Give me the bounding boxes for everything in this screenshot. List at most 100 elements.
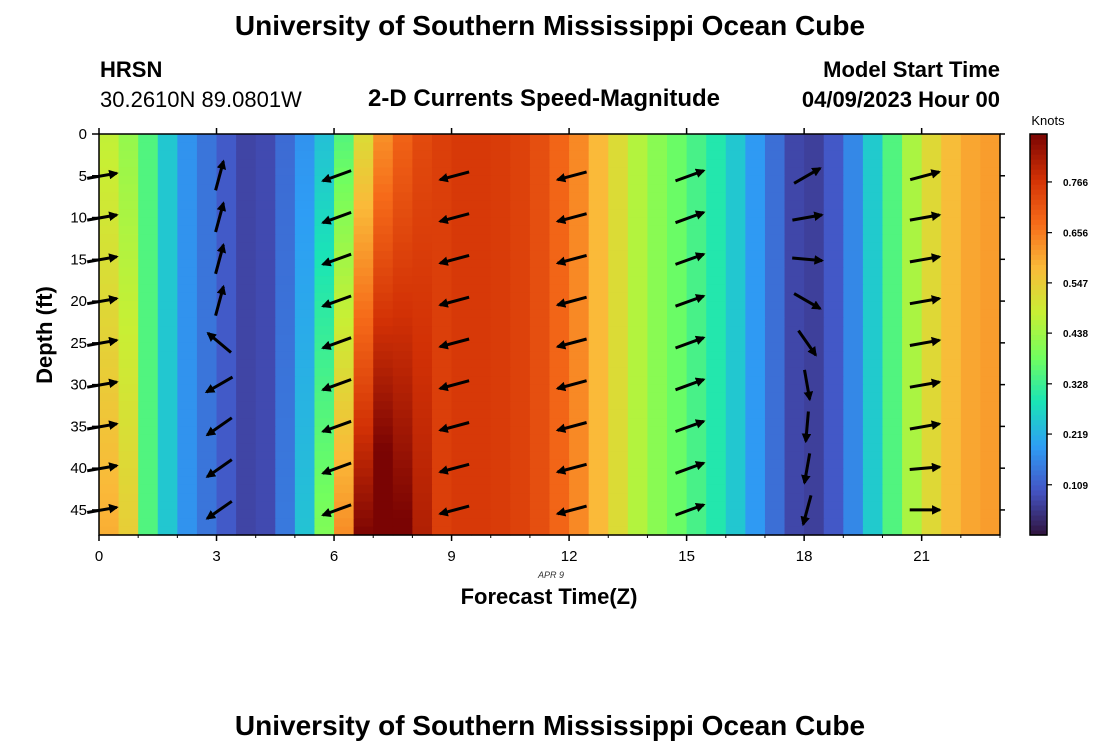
heatmap-cell xyxy=(490,175,511,185)
heatmap-cell xyxy=(667,443,688,453)
heatmap-cell xyxy=(451,418,472,427)
colorbar-segment xyxy=(1030,209,1047,215)
heatmap-cell xyxy=(980,167,1001,177)
heatmap-cell xyxy=(941,309,962,319)
colorbar-segment xyxy=(1030,134,1047,140)
heatmap-cell xyxy=(706,426,727,436)
heatmap-cell xyxy=(706,518,727,528)
heatmap-cell xyxy=(138,175,159,185)
heatmap-cell xyxy=(118,225,139,235)
heatmap-cell xyxy=(902,334,923,344)
heatmap-cell xyxy=(941,451,962,461)
heatmap-cell xyxy=(960,200,982,210)
heatmap-cell xyxy=(138,518,159,528)
heatmap-cell xyxy=(902,392,923,402)
heatmap-cell xyxy=(745,443,766,453)
heatmap-cell xyxy=(157,434,178,444)
heatmap-cell xyxy=(490,209,511,219)
current-vector-arrow xyxy=(555,504,587,517)
heatmap-cell xyxy=(451,200,472,210)
heatmap-cell xyxy=(431,326,453,336)
heatmap-cell xyxy=(667,150,688,160)
heatmap-cell xyxy=(882,392,903,402)
heatmap-cell xyxy=(843,276,864,285)
heatmap-cell xyxy=(647,284,668,294)
heatmap-cell xyxy=(588,209,609,219)
heatmap-cell xyxy=(902,200,923,210)
heatmap-cell xyxy=(647,301,668,311)
heatmap-cell xyxy=(99,192,120,202)
heatmap-cell xyxy=(157,376,178,386)
colorbar-segment xyxy=(1030,229,1047,235)
heatmap-cell xyxy=(451,134,472,143)
heatmap-cell xyxy=(569,401,590,411)
heatmap-cell xyxy=(216,359,237,369)
colorbar-tick-label: 0.656 xyxy=(1063,229,1088,240)
heatmap-cell xyxy=(667,276,688,285)
heatmap-cell xyxy=(294,476,316,486)
heatmap-cell xyxy=(647,209,668,219)
heatmap-cell xyxy=(451,342,472,352)
heatmap-cell xyxy=(627,443,649,453)
heatmap-cell xyxy=(334,443,355,453)
heatmap-cell xyxy=(569,225,590,235)
colorbar-segment xyxy=(1030,334,1047,341)
heatmap-cell xyxy=(706,200,727,210)
heatmap-cell xyxy=(608,167,629,177)
heatmap-cell xyxy=(451,367,472,377)
colorbar-segment xyxy=(1030,524,1047,531)
heatmap-cell xyxy=(529,451,551,461)
heatmap-cell xyxy=(862,167,884,177)
heatmap-cell xyxy=(843,292,864,302)
heatmap-cell xyxy=(196,418,218,427)
current-vector-arrow xyxy=(321,210,352,225)
heatmap-cell xyxy=(294,209,316,219)
heatmap-cell xyxy=(255,250,276,260)
heatmap-cell xyxy=(392,292,413,302)
heatmap-cell xyxy=(764,351,786,361)
heatmap-cell xyxy=(706,259,727,269)
heatmap-cell xyxy=(804,443,825,453)
heatmap-cell xyxy=(529,184,551,194)
heatmap-cell xyxy=(960,376,982,386)
heatmap-cell xyxy=(764,317,786,327)
heatmap-cell xyxy=(412,443,433,453)
colorbar-tick-label: 0.547 xyxy=(1063,279,1088,290)
current-vector-arrow xyxy=(86,169,119,180)
heatmap-cell xyxy=(431,443,453,453)
heatmap-cell xyxy=(353,217,374,227)
heatmap-cell xyxy=(373,159,394,169)
heatmap-cell xyxy=(294,159,316,169)
heatmap-cell xyxy=(490,359,511,369)
heatmap-cell xyxy=(138,134,159,143)
heatmap-cell xyxy=(294,493,316,503)
heatmap-cell xyxy=(784,476,805,486)
heatmap-cell xyxy=(843,518,864,528)
heatmap-cell xyxy=(823,250,844,260)
heatmap-cell xyxy=(686,259,707,269)
heatmap-cell xyxy=(490,200,511,210)
heatmap-cell xyxy=(255,376,276,386)
heatmap-cell xyxy=(725,225,746,235)
heatmap-cell xyxy=(138,276,159,285)
heatmap-cell xyxy=(490,426,511,436)
heatmap-cell xyxy=(647,334,668,344)
heatmap-cell xyxy=(118,175,139,185)
colorbar-segment xyxy=(1030,174,1047,180)
heatmap-cell xyxy=(431,225,453,235)
heatmap-cell xyxy=(569,384,590,394)
station-name: HRSN xyxy=(100,57,163,82)
heatmap-cell xyxy=(412,134,433,143)
heatmap-cell xyxy=(686,159,707,169)
heatmap-cell xyxy=(549,200,570,210)
heatmap-cell xyxy=(745,284,766,294)
heatmap-cell xyxy=(569,234,590,244)
heatmap-cell xyxy=(647,150,668,160)
heatmap-cell xyxy=(471,342,492,352)
heatmap-cell xyxy=(118,476,139,486)
heatmap-cell xyxy=(510,451,531,461)
heatmap-cell xyxy=(196,351,218,361)
heatmap-cell xyxy=(843,367,864,377)
heatmap-cell xyxy=(353,234,374,244)
heatmap-cell xyxy=(745,175,766,185)
